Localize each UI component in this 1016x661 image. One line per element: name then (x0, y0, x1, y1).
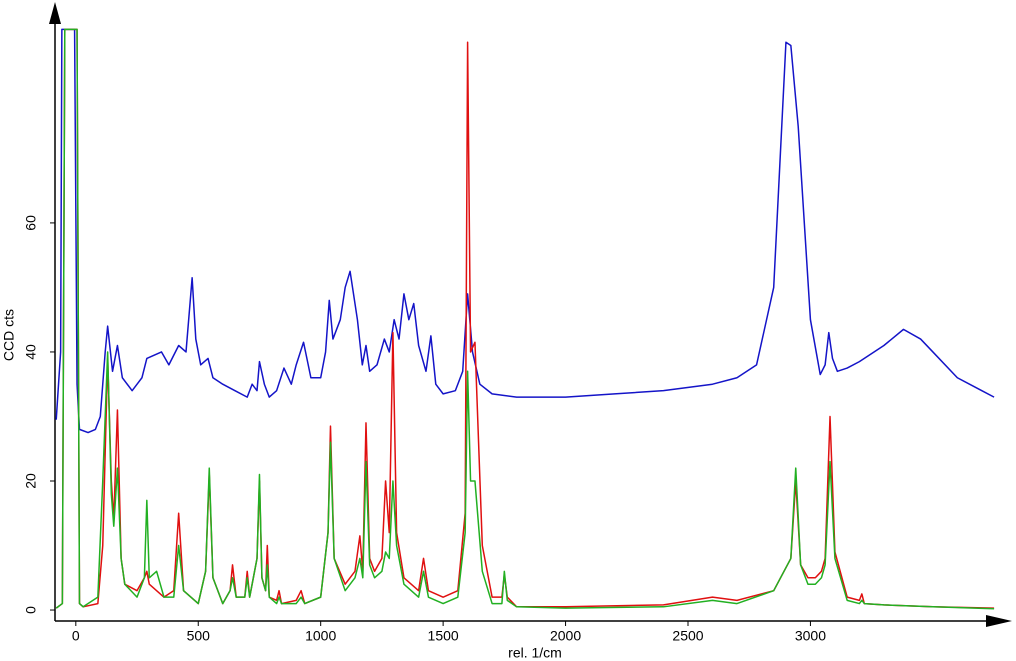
x-tick-label: 2000 (550, 628, 581, 644)
spectrum-line (55, 28, 995, 609)
y-axis-arrow (49, 2, 61, 24)
x-tick-label: 0 (72, 628, 80, 644)
x-tick-label: 500 (187, 628, 211, 644)
x-tick-label: 1500 (428, 628, 459, 644)
y-tick-label: 60 (23, 215, 39, 231)
x-tick-label: 2500 (672, 628, 703, 644)
spectrum-line (55, 28, 995, 610)
y-tick-label: 40 (23, 344, 39, 360)
x-tick-label: 3000 (795, 628, 826, 644)
spectrum-line (55, 28, 995, 434)
x-tick-label: 1000 (305, 628, 336, 644)
y-axis-title: CCD cts (1, 309, 17, 361)
x-axis-arrow (986, 615, 1012, 627)
y-tick-label: 20 (23, 473, 39, 489)
x-axis-title: rel. 1/cm (508, 645, 562, 661)
y-tick-label: 0 (23, 606, 39, 614)
